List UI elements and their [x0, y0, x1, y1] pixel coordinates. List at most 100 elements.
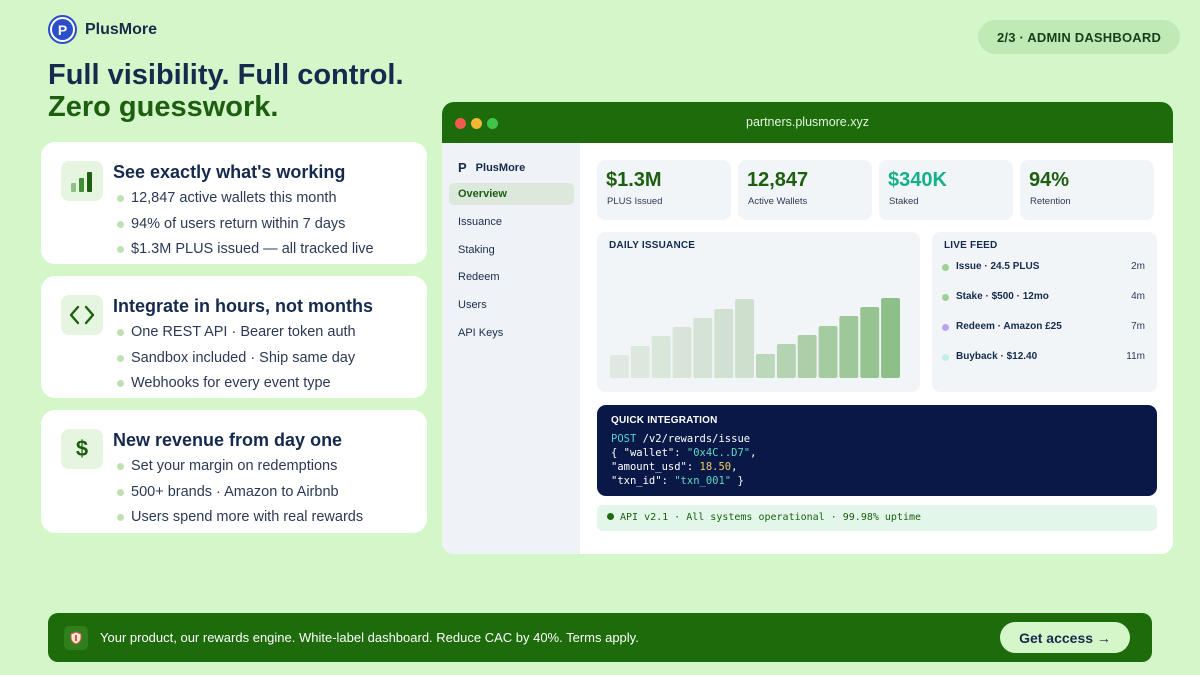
minimize-window-button[interactable] [471, 118, 482, 129]
feature-card-analytics: See exactly what's working 12,847 active… [41, 142, 427, 264]
page-headline: Full visibility. Full control. Zero gues… [48, 59, 404, 123]
daily-issuance-chart [610, 298, 900, 378]
code-key: "txn_id" [611, 475, 662, 487]
feed-time: 4m [1131, 291, 1145, 302]
issuance-bar-11 [818, 326, 838, 378]
list-item: Set your margin on redemptions [117, 456, 363, 482]
code-value: 18.50 [699, 461, 732, 473]
code-title: QUICK INTEGRATION [611, 415, 718, 426]
feed-time: 2m [1131, 261, 1145, 272]
code-value: "txn_001" [674, 475, 732, 487]
feature-card-revenue: $ New revenue from day one Set your marg… [41, 410, 427, 533]
list-item: Users spend more with real rewards [117, 507, 363, 533]
status-dot [942, 324, 949, 331]
feed-row: Buyback · $12.40 11m [942, 351, 1145, 365]
api-status-bar: API v2.1 · All systems operational · 99.… [597, 505, 1157, 531]
dashboard-window: partners.plusmore.xyz P PlusMore Overvie… [442, 102, 1173, 554]
stat-value: 12,847 [747, 169, 809, 191]
get-access-button[interactable]: Get access → [1000, 622, 1130, 653]
daily-issuance-panel: DAILY ISSUANCE [597, 232, 920, 392]
brand-name: PlusMore [85, 20, 158, 38]
card-title: New revenue from day one [113, 430, 343, 450]
sidebar-item-users[interactable]: Users [458, 299, 487, 311]
list-item: Sandbox included · Ship same day [117, 348, 356, 374]
feed-row: Issue · 24.5 PLUS 2m [942, 261, 1145, 275]
stat-label: Active Wallets [748, 196, 808, 207]
sidebar-item-issuance[interactable]: Issuance [458, 216, 503, 228]
card-title: See exactly what's working [113, 162, 346, 182]
feed-text: Issue · 24.5 PLUS [956, 261, 1040, 272]
stat-value: $1.3M [606, 169, 662, 191]
status-dot [607, 513, 614, 520]
status-text: API v2.1 · All systems operational · 99.… [620, 512, 922, 523]
sidebar-brand: P PlusMore [458, 160, 525, 175]
code-method: POST [611, 433, 637, 445]
sidebar-item-staking[interactable]: Staking [458, 244, 495, 256]
bar-chart-icon [61, 161, 103, 201]
sidebar-item-overview[interactable]: Overview [449, 183, 574, 205]
code-key: "wallet" [623, 447, 675, 459]
code-value: "0x4C..D7" [686, 447, 751, 459]
issuance-bar-6 [714, 309, 734, 378]
feed-time: 11m [1126, 351, 1145, 362]
plusmore-logo-icon: P [48, 15, 77, 44]
stat-value: 94% [1029, 169, 1070, 191]
maximize-window-button[interactable] [487, 118, 498, 129]
sidebar-item-redeem[interactable]: Redeem [458, 271, 500, 283]
feed-text: Buyback · $12.40 [956, 351, 1038, 362]
card-list: 12,847 active wallets this month 94% of … [117, 188, 374, 265]
status-dot [942, 354, 949, 361]
stat-card: 94% Retention [1020, 160, 1154, 220]
stat-value: $340K [888, 169, 947, 191]
feed-row: Stake · $500 · 12mo 4m [942, 291, 1145, 305]
live-feed-panel: LIVE FEED Issue · 24.5 PLUS 2m Stake · $… [932, 232, 1157, 392]
list-item: Webhooks for every event type [117, 373, 356, 399]
close-window-button[interactable] [455, 118, 466, 129]
feed-time: 7m [1131, 321, 1145, 332]
step-indicator: 2/3 · ADMIN DASHBOARD [978, 20, 1180, 54]
issuance-bar-13 [860, 307, 880, 378]
code-path: /v2/rewards/issue [642, 433, 751, 445]
issuance-bar-10 [797, 335, 817, 378]
issuance-bar-9 [776, 344, 796, 378]
footer-text: Your product, our rewards engine. White-… [100, 630, 639, 645]
window-url: partners.plusmore.xyz [746, 115, 869, 129]
chart-title: DAILY ISSUANCE [609, 240, 696, 251]
code-snippet: POST /v2/rewards/issue { "wallet": "0x4C… [611, 433, 757, 487]
status-dot [942, 294, 949, 301]
issuance-bar-2 [630, 346, 650, 378]
feature-card-integration: Integrate in hours, not months One REST … [41, 276, 427, 398]
issuance-bar-3 [651, 336, 671, 378]
issuance-bar-14 [881, 298, 900, 378]
stat-card: $340K Staked [879, 160, 1013, 220]
stat-label: Staked [889, 196, 919, 207]
stat-card: 12,847 Active Wallets [738, 160, 872, 220]
sidebar-item-api-keys[interactable]: API Keys [458, 327, 504, 339]
window-titlebar: partners.plusmore.xyz [442, 102, 1173, 143]
sidebar-brand-name: PlusMore [475, 161, 526, 174]
code-brackets-icon [61, 295, 103, 335]
feed-row: Redeem · Amazon £25 7m [942, 321, 1145, 335]
headline-line-2: Zero guesswork. [48, 91, 279, 123]
issuance-bar-12 [839, 316, 859, 378]
stat-card: $1.3M PLUS Issued [597, 160, 731, 220]
card-list: Set your margin on redemptions 500+ bran… [117, 456, 363, 533]
feed-text: Stake · $500 · 12mo [956, 291, 1049, 302]
shield-icon [64, 626, 88, 650]
status-dot [942, 264, 949, 271]
list-item: 94% of users return within 7 days [117, 214, 374, 240]
list-item: 500+ brands · Amazon to Airbnb [117, 482, 363, 508]
sidebar: P PlusMore Overview Issuance Staking Red… [442, 143, 580, 554]
list-item: $1.3M PLUS issued — all tracked live [117, 239, 374, 265]
headline-line-1: Full visibility. Full control. [48, 59, 404, 91]
list-item: 12,847 active wallets this month [117, 188, 374, 214]
dollar-icon: $ [61, 429, 103, 469]
issuance-bar-4 [672, 327, 692, 378]
issuance-bar-5 [693, 318, 713, 378]
list-item: One REST API · Bearer token auth [117, 322, 356, 348]
issuance-bar-1 [610, 355, 629, 378]
live-feed-title: LIVE FEED [944, 240, 998, 251]
plusmore-mark-icon: P [458, 160, 467, 175]
brand-logo: P PlusMore [48, 15, 157, 44]
quick-integration-panel: QUICK INTEGRATION POST /v2/rewards/issue… [597, 405, 1157, 496]
